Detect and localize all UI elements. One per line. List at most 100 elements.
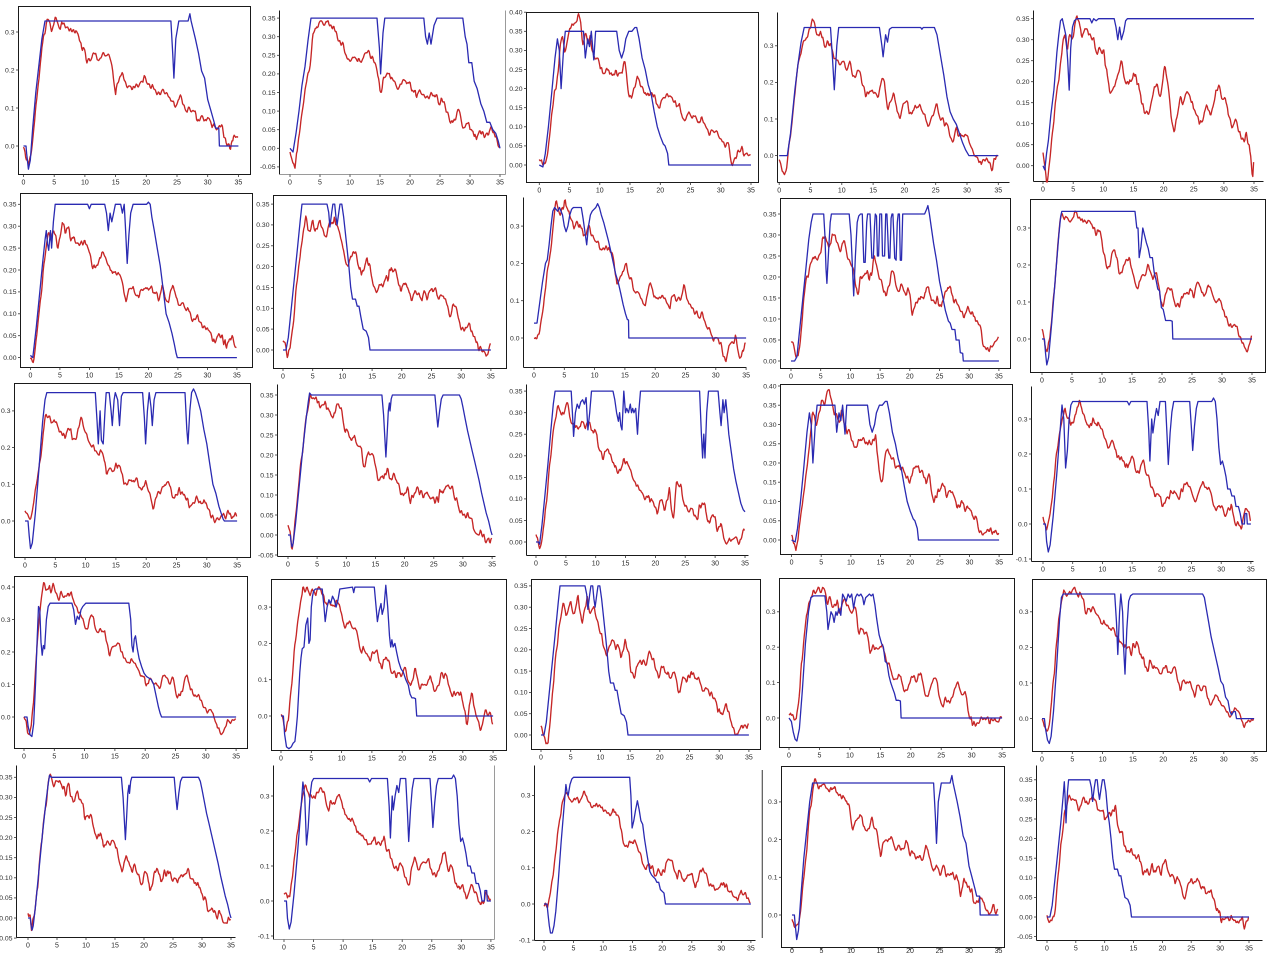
svg-text:0.40: 0.40 [763, 383, 776, 390]
svg-text:25: 25 [1187, 946, 1195, 953]
svg-text:0.0: 0.0 [764, 153, 774, 160]
svg-text:20: 20 [142, 563, 150, 570]
svg-text:0.10: 0.10 [3, 311, 16, 318]
svg-text:0.20: 0.20 [763, 274, 776, 281]
svg-text:10: 10 [1101, 946, 1109, 953]
svg-text:25: 25 [936, 374, 944, 381]
svg-text:0: 0 [787, 753, 791, 760]
svg-text:0: 0 [539, 755, 543, 762]
svg-text:0.30: 0.30 [1016, 37, 1029, 44]
svg-text:0.20: 0.20 [1016, 79, 1029, 86]
svg-text:20: 20 [906, 948, 914, 953]
svg-text:0.2: 0.2 [766, 645, 776, 652]
svg-text:0.10: 0.10 [509, 124, 522, 131]
svg-text:15: 15 [877, 753, 885, 760]
svg-text:0.3: 0.3 [258, 604, 268, 611]
svg-text:0: 0 [1045, 946, 1049, 953]
svg-text:0.1: 0.1 [764, 116, 774, 123]
svg-text:0.10: 0.10 [0, 875, 13, 882]
svg-text:10: 10 [339, 945, 347, 952]
svg-text:5: 5 [564, 561, 568, 568]
svg-text:0: 0 [286, 562, 290, 569]
svg-text:0: 0 [1040, 757, 1044, 764]
svg-text:0.2: 0.2 [1018, 451, 1028, 458]
svg-text:30: 30 [457, 374, 465, 381]
svg-text:5: 5 [1071, 187, 1075, 194]
svg-text:25: 25 [688, 946, 696, 953]
svg-text:25: 25 [687, 188, 695, 195]
svg-text:5: 5 [562, 373, 566, 380]
svg-text:25: 25 [173, 180, 181, 187]
svg-text:35: 35 [747, 188, 755, 195]
svg-text:0.0: 0.0 [260, 898, 270, 905]
svg-text:0.2: 0.2 [521, 829, 531, 836]
svg-text:35: 35 [1248, 378, 1256, 385]
svg-text:15: 15 [1129, 757, 1137, 764]
svg-text:-0.05: -0.05 [0, 935, 13, 942]
svg-text:25: 25 [936, 560, 944, 567]
svg-text:35: 35 [995, 374, 1003, 381]
svg-text:0.1: 0.1 [1019, 680, 1029, 687]
svg-text:0: 0 [790, 560, 794, 567]
svg-text:0.3: 0.3 [510, 223, 520, 230]
svg-text:0.10: 0.10 [763, 316, 776, 323]
svg-text:15: 15 [869, 188, 877, 195]
svg-text:35: 35 [487, 374, 495, 381]
svg-text:0.05: 0.05 [514, 711, 527, 718]
svg-text:5: 5 [315, 562, 319, 569]
svg-text:5: 5 [312, 945, 316, 952]
svg-text:0.3: 0.3 [260, 793, 270, 800]
svg-text:0.2: 0.2 [1017, 262, 1027, 269]
svg-text:35: 35 [995, 560, 1003, 567]
svg-text:30: 30 [204, 180, 212, 187]
svg-text:0.00: 0.00 [256, 347, 269, 354]
svg-text:0.3: 0.3 [768, 799, 778, 806]
svg-text:0.1: 0.1 [768, 875, 778, 882]
svg-text:0.25: 0.25 [763, 441, 776, 448]
svg-text:10: 10 [82, 943, 90, 950]
svg-text:25: 25 [174, 373, 182, 380]
svg-text:0.15: 0.15 [509, 475, 522, 482]
svg-text:30: 30 [1220, 187, 1228, 194]
svg-text:0.05: 0.05 [509, 143, 522, 150]
svg-text:30: 30 [1218, 378, 1226, 385]
svg-text:0.05: 0.05 [3, 333, 16, 340]
svg-text:0.15: 0.15 [260, 472, 273, 479]
svg-text:35: 35 [227, 943, 235, 950]
svg-text:0.20: 0.20 [1019, 836, 1032, 843]
svg-text:35: 35 [747, 946, 755, 953]
svg-text:0.05: 0.05 [260, 512, 273, 519]
svg-text:0.3: 0.3 [1018, 416, 1028, 423]
svg-text:10: 10 [591, 373, 599, 380]
svg-text:0.2: 0.2 [764, 80, 774, 87]
svg-text:10: 10 [596, 188, 604, 195]
svg-text:0.3: 0.3 [764, 43, 774, 50]
svg-text:25: 25 [1188, 378, 1196, 385]
svg-text:20: 20 [906, 560, 914, 567]
svg-text:30: 30 [966, 560, 974, 567]
svg-text:0.25: 0.25 [514, 626, 527, 633]
svg-text:15: 15 [112, 180, 120, 187]
svg-text:10: 10 [847, 374, 855, 381]
svg-text:0.3: 0.3 [1019, 609, 1029, 616]
svg-text:10: 10 [346, 180, 354, 187]
svg-text:0.0: 0.0 [1019, 716, 1029, 723]
svg-text:30: 30 [711, 561, 719, 568]
svg-text:0: 0 [789, 374, 793, 381]
svg-text:20: 20 [142, 180, 150, 187]
svg-text:5: 5 [1074, 946, 1078, 953]
svg-text:0.25: 0.25 [0, 815, 13, 822]
svg-text:15: 15 [111, 754, 119, 761]
svg-text:0.3: 0.3 [766, 609, 776, 616]
svg-text:0.2: 0.2 [1, 649, 11, 656]
svg-text:20: 20 [398, 374, 406, 381]
svg-text:0: 0 [22, 754, 26, 761]
svg-text:10: 10 [339, 374, 347, 381]
svg-text:15: 15 [1130, 187, 1138, 194]
svg-text:30: 30 [717, 188, 725, 195]
svg-text:0.2: 0.2 [260, 828, 270, 835]
svg-text:30: 30 [965, 948, 973, 953]
svg-text:20: 20 [1159, 946, 1167, 953]
svg-text:0.10: 0.10 [256, 306, 269, 313]
svg-text:30: 30 [204, 373, 212, 380]
